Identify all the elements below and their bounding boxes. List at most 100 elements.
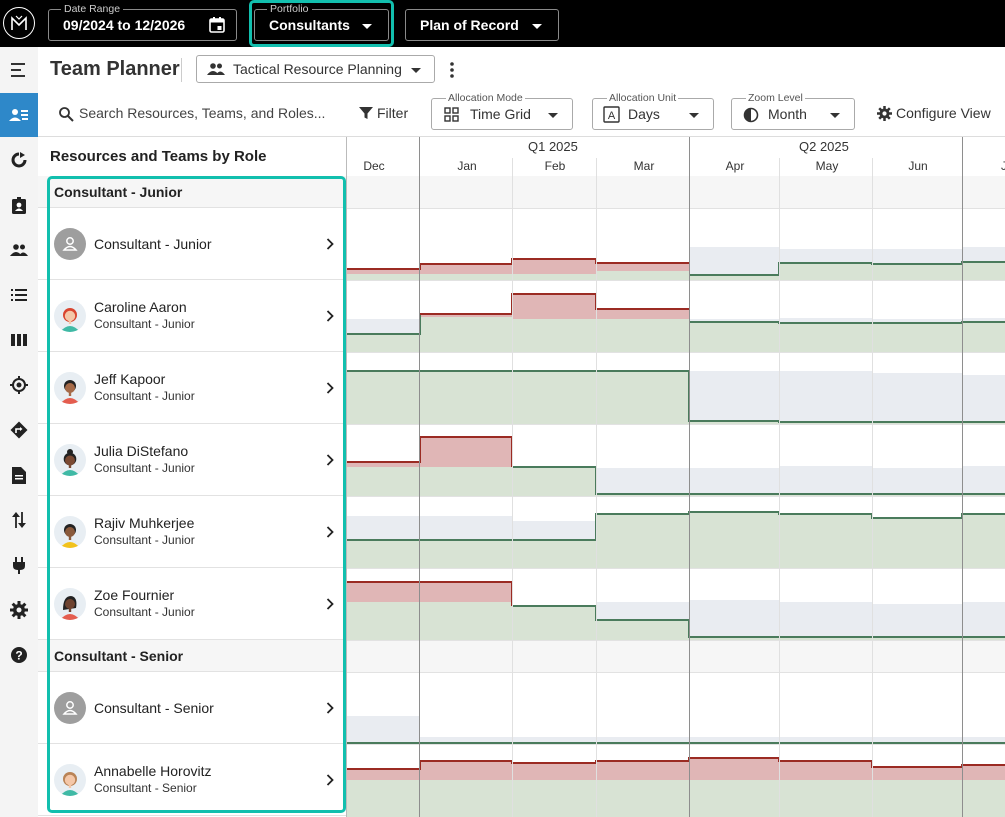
resource-row[interactable]: Annabelle Horovitz Consultant - Senior — [38, 744, 346, 816]
target-icon[interactable] — [0, 363, 38, 407]
badge-icon[interactable] — [0, 183, 38, 227]
resource-row[interactable]: Jeff Kapoor Consultant - Junior — [38, 352, 346, 424]
month-label: J — [1001, 159, 1005, 173]
more-options-icon[interactable] — [446, 60, 458, 80]
chevron-down-icon — [362, 24, 372, 29]
resource-role: Consultant - Junior — [94, 389, 195, 403]
portfolio-select[interactable]: Portfolio Consultants — [254, 3, 389, 41]
resource-row[interactable]: Julia DiStefano Consultant - Junior — [38, 424, 346, 496]
letter-a-icon: A — [603, 106, 620, 128]
swap-vertical-icon[interactable] — [0, 498, 38, 542]
chevron-down-icon — [532, 24, 542, 29]
timeline[interactable]: Q1 2025 Q2 2025 Dec Jan Feb Mar Apr May … — [347, 137, 1005, 817]
chevron-down-icon — [830, 113, 840, 118]
people-icon — [207, 62, 225, 80]
person-avatar — [54, 764, 86, 796]
allocation-row — [347, 293, 1005, 352]
grid-icon — [444, 107, 459, 127]
date-range-field[interactable]: Date Range 09/2024 to 12/2026 — [48, 3, 237, 41]
person-avatar — [54, 372, 86, 404]
search-placeholder: Search Resources, Teams, and Roles... — [79, 105, 326, 121]
month-label: Mar — [633, 159, 655, 173]
chevron-right-icon[interactable] — [326, 238, 334, 250]
generic-avatar-icon — [54, 692, 86, 724]
plan-select[interactable]: Plan of Record — [405, 9, 559, 41]
resource-role: Consultant - Senior — [94, 781, 197, 795]
allocation-row — [347, 370, 1005, 424]
allocation-mode-legend: Allocation Mode — [446, 92, 525, 104]
timeline-canvas — [347, 137, 1005, 817]
allocation-mode-select[interactable]: Allocation Mode Time Grid — [431, 92, 573, 130]
view-select-label: Tactical Resource Planning — [233, 61, 402, 77]
allocation-row — [347, 716, 1005, 744]
allocation-unit-select[interactable]: Allocation Unit A Days — [592, 92, 714, 130]
resource-role: Consultant - Junior — [94, 605, 195, 619]
resource-name: Zoe Fournier — [94, 587, 175, 603]
panel-divider — [346, 137, 347, 817]
chevron-down-icon — [411, 68, 421, 73]
group-band — [347, 177, 1005, 208]
resource-row[interactable]: Consultant - Senior — [38, 672, 346, 744]
directions-icon[interactable] — [0, 408, 38, 452]
person-avatar — [54, 444, 86, 476]
svg-text:?: ? — [15, 649, 22, 663]
chevron-right-icon[interactable] — [326, 702, 334, 714]
allocation-row — [347, 247, 1005, 280]
refresh-icon[interactable] — [0, 138, 38, 182]
allocation-row — [347, 757, 1005, 817]
chevron-right-icon[interactable] — [326, 598, 334, 610]
columns-icon[interactable] — [0, 318, 38, 362]
portfolio-highlight — [249, 0, 394, 47]
allocation-mode-value: Time Grid — [470, 106, 531, 122]
chevron-right-icon[interactable] — [326, 526, 334, 538]
list-icon[interactable] — [0, 273, 38, 317]
document-icon[interactable] — [0, 453, 38, 497]
grid-top-border — [38, 136, 1005, 137]
chevron-right-icon[interactable] — [326, 310, 334, 322]
date-range-legend: Date Range — [61, 3, 124, 15]
month-label: Jun — [908, 159, 928, 173]
month-label: Apr — [725, 159, 745, 173]
allocation-row — [347, 511, 1005, 568]
resource-list-highlight — [47, 176, 346, 813]
zoom-level-select[interactable]: Zoom Level Month — [731, 92, 855, 130]
calendar-icon[interactable] — [208, 16, 226, 39]
allocation-row — [347, 581, 1005, 640]
group-label: Consultant - Senior — [54, 648, 184, 664]
left-nav: ? — [0, 47, 38, 817]
plan-value: Plan of Record — [420, 17, 519, 33]
month-label: Dec — [363, 159, 385, 173]
resources-header: Resources and Teams by Role — [50, 148, 267, 165]
help-icon[interactable]: ? — [0, 633, 38, 677]
resource-row[interactable]: Caroline Aaron Consultant - Junior — [38, 280, 346, 352]
group-band — [347, 640, 1005, 672]
resource-name: Annabelle Horovitz — [94, 763, 212, 779]
resource-role: Consultant - Junior — [94, 461, 195, 475]
resource-row[interactable]: Zoe Fournier Consultant - Junior — [38, 568, 346, 640]
chevron-right-icon[interactable] — [326, 382, 334, 394]
app-logo[interactable] — [3, 7, 35, 39]
allocation-unit-value: Days — [628, 106, 660, 122]
chevron-right-icon[interactable] — [326, 774, 334, 786]
resource-row[interactable]: Consultant - Junior — [38, 208, 346, 280]
month-label: May — [815, 159, 839, 173]
configure-view-label: Configure View — [896, 105, 991, 121]
month-label: Feb — [544, 159, 566, 173]
resource-name: Jeff Kapoor — [94, 371, 166, 387]
team-planner-icon[interactable] — [0, 93, 38, 137]
person-avatar — [54, 516, 86, 548]
settings-icon[interactable] — [0, 588, 38, 632]
page-title: Team Planner — [50, 58, 180, 80]
chevron-right-icon[interactable] — [326, 454, 334, 466]
zoom-level-legend: Zoom Level — [746, 92, 805, 104]
month-label: Jan — [457, 159, 477, 173]
plug-icon[interactable] — [0, 543, 38, 587]
resource-name: Consultant - Senior — [94, 700, 214, 716]
view-select[interactable]: Tactical Resource Planning — [196, 55, 435, 83]
resource-name: Julia DiStefano — [94, 443, 189, 459]
people-icon[interactable] — [0, 228, 38, 272]
generic-avatar-icon — [54, 228, 86, 260]
group-label: Consultant - Junior — [54, 184, 183, 200]
menu-icon[interactable] — [0, 48, 38, 92]
resource-row[interactable]: Rajiv Muhkerjee Consultant - Junior — [38, 496, 346, 568]
